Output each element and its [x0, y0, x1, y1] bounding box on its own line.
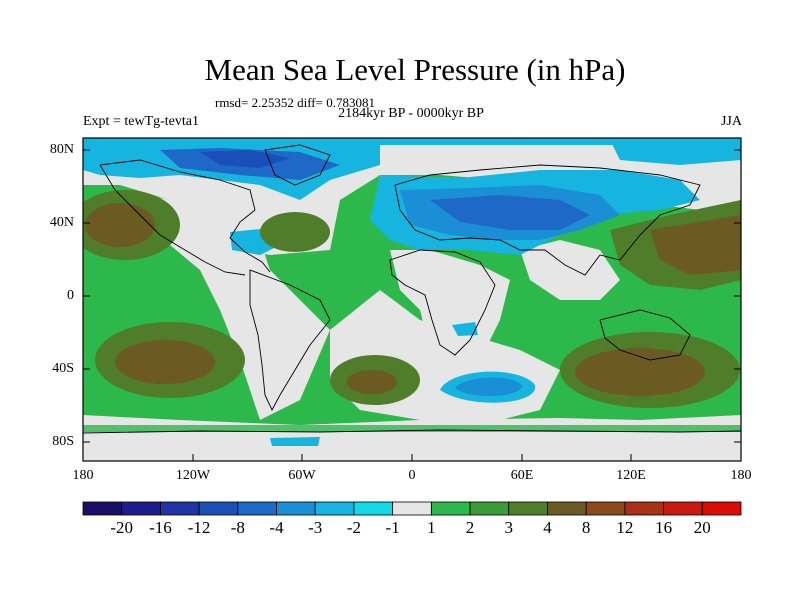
- pos-west-pacific-core: [650, 215, 741, 275]
- colorbar-swatch: [314, 501, 355, 516]
- colorbar-label: 3: [504, 518, 514, 537]
- colorbar-label: -1: [385, 518, 400, 537]
- colorbar-label: -4: [269, 518, 284, 537]
- north-america-coast: [99, 159, 271, 273]
- neutral-asia: [520, 240, 620, 300]
- neg-madagascar: [452, 322, 478, 336]
- australia: [599, 309, 691, 361]
- north-america-west-coast: [99, 164, 246, 276]
- rmsd-diff-stats: rmsd= 2.25352 diff= 0.783081: [215, 95, 375, 110]
- neg-antarctic-patch: [270, 437, 320, 446]
- colorbar-label: 8: [581, 518, 591, 537]
- lat-label-80n: 80N: [49, 142, 74, 157]
- period-label: 2184kyr BP - 0000kyr BP: [338, 106, 484, 121]
- colorbar-swatch: [701, 501, 742, 516]
- neg-indian-ocean-core: [455, 377, 522, 397]
- pos-azores: [260, 212, 330, 252]
- lon-label-60w: 60W: [288, 468, 316, 483]
- colorbar-label: 2: [465, 518, 475, 537]
- page-title: Mean Sea Level Pressure (in hPa): [204, 52, 626, 87]
- lon-label-60e: 60E: [510, 468, 534, 483]
- colorbar-swatch: [624, 501, 664, 516]
- colorbar-swatch: [430, 501, 471, 516]
- experiment-label: Expt = tewTg-tevta1: [83, 114, 199, 129]
- colorbar-label: 12: [616, 518, 634, 537]
- colorbar-label: 20: [693, 518, 711, 537]
- colorbar-label: -2: [346, 518, 362, 537]
- colorbar-label: 4: [543, 518, 552, 537]
- lon-label-0: 0: [408, 468, 416, 483]
- colorbar-label: -3: [308, 518, 323, 537]
- pos-south-indian-core: [575, 348, 705, 396]
- lon-ticks: [82, 454, 742, 461]
- antarctica-coast: [83, 429, 741, 434]
- colorbar-swatch: [585, 501, 626, 516]
- greenland: [264, 144, 331, 186]
- lat-label-40s: 40S: [52, 361, 74, 376]
- lat-label-0: 0: [67, 288, 74, 303]
- colorbar-swatch: [353, 501, 394, 516]
- pos-south-atlantic-core: [347, 370, 397, 394]
- colorbar-swatch: [237, 501, 277, 516]
- colorbar-label: -20: [110, 518, 134, 537]
- pos-south-pacific-core: [115, 340, 215, 384]
- colorbar-label: -12: [187, 518, 211, 537]
- colorbar-swatch: [82, 501, 123, 516]
- colorbar-label: 16: [655, 518, 673, 537]
- neg-arctic-east: [610, 140, 741, 165]
- colorbar-label: 1: [427, 518, 436, 537]
- neg-greenland-core: [200, 150, 290, 168]
- colorbar-label: -8: [230, 518, 245, 537]
- lon-label-120w: 120W: [175, 468, 211, 483]
- colorbar-swatch: [160, 501, 200, 516]
- lon-label-180w: 180: [72, 468, 94, 483]
- colorbar-swatch: [276, 501, 316, 516]
- colorbar-swatch: [392, 501, 432, 516]
- eurasia: [394, 164, 701, 276]
- colorbar: [82, 501, 742, 516]
- lat-label-40n: 40N: [49, 215, 74, 230]
- colorbar-swatch: [663, 501, 703, 516]
- colorbar-swatch: [198, 501, 239, 516]
- map-field: [83, 138, 741, 461]
- lon-label-120e: 120E: [616, 468, 646, 483]
- lat-label-80s: 80S: [52, 434, 74, 449]
- colorbar-swatch: [508, 501, 548, 516]
- season-label: JJA: [720, 114, 742, 129]
- africa: [389, 249, 496, 356]
- south-america: [249, 269, 331, 412]
- colorbar-swatch: [121, 501, 161, 516]
- neg-eurasia-core: [430, 195, 590, 230]
- neg-polar-edge: [83, 138, 741, 145]
- colorbar-label: -16: [149, 518, 172, 537]
- colorbar-swatch: [469, 501, 510, 516]
- lat-ticks: [83, 149, 741, 443]
- coastlines: [83, 144, 741, 434]
- antarctic-green-strip: [83, 425, 741, 432]
- lon-label-180e: 180: [730, 468, 752, 483]
- colorbar-swatch: [547, 501, 587, 516]
- pos-north-pacific-core: [85, 203, 155, 247]
